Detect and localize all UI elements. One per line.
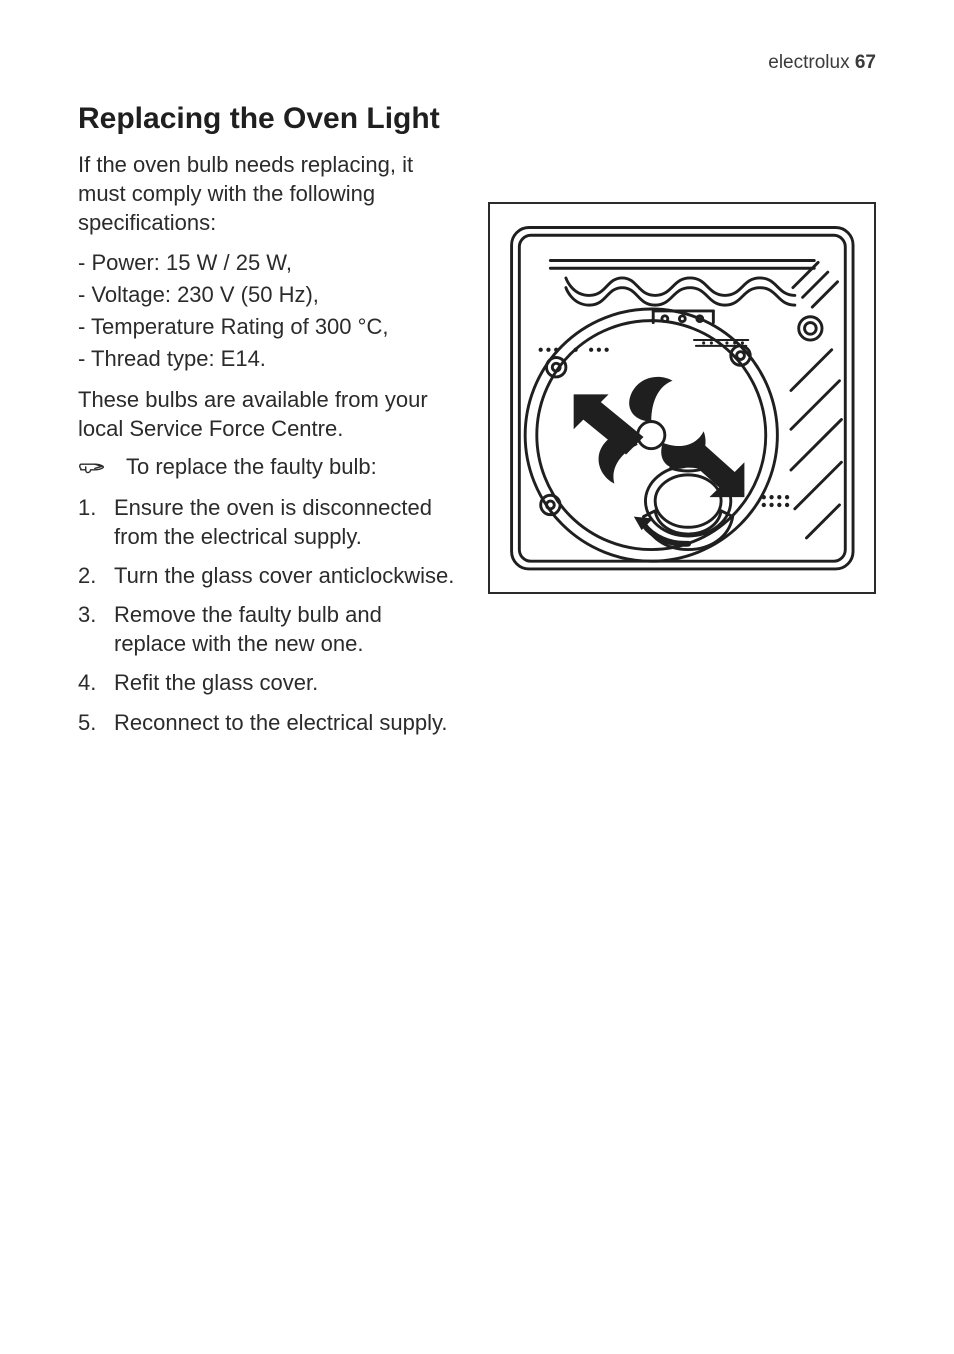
- oven-light-diagram: [488, 202, 876, 594]
- spec-item: - Voltage: 230 V (50 Hz),: [78, 279, 460, 311]
- intro-paragraph: If the oven bulb needs replacing, it mus…: [78, 150, 460, 237]
- spec-item: - Power: 15 W / 25 W,: [78, 247, 460, 279]
- step-item: Remove the faulty bulb and replace with …: [78, 600, 460, 658]
- note-row: To replace the faulty bulb:: [78, 453, 460, 482]
- spec-item: - Thread type: E14.: [78, 343, 460, 375]
- spec-list: - Power: 15 W / 25 W, - Voltage: 230 V (…: [78, 247, 460, 375]
- step-list: Ensure the oven is disconnected from the…: [78, 493, 460, 736]
- page-header: electrolux 67: [78, 52, 876, 74]
- availability-paragraph: These bulbs are available from your loca…: [78, 385, 460, 443]
- section-title: Replacing the Oven Light: [78, 102, 876, 136]
- spec-item: - Temperature Rating of 300 °C,: [78, 311, 460, 343]
- step-item: Ensure the oven is disconnected from the…: [78, 493, 460, 551]
- page-number: 67: [855, 52, 876, 73]
- content-columns: If the oven bulb needs replacing, it mus…: [78, 150, 876, 747]
- note-text: To replace the faulty bulb:: [126, 453, 377, 482]
- step-item: Turn the glass cover anticlockwise.: [78, 561, 460, 590]
- brand-label: electrolux: [768, 52, 849, 73]
- right-column: [488, 150, 876, 747]
- left-column: If the oven bulb needs replacing, it mus…: [78, 150, 460, 747]
- step-item: Refit the glass cover.: [78, 668, 460, 697]
- pointing-hand-icon: [78, 456, 106, 478]
- page: electrolux 67 Replacing the Oven Light I…: [0, 0, 954, 1354]
- step-item: Reconnect to the electrical supply.: [78, 708, 460, 737]
